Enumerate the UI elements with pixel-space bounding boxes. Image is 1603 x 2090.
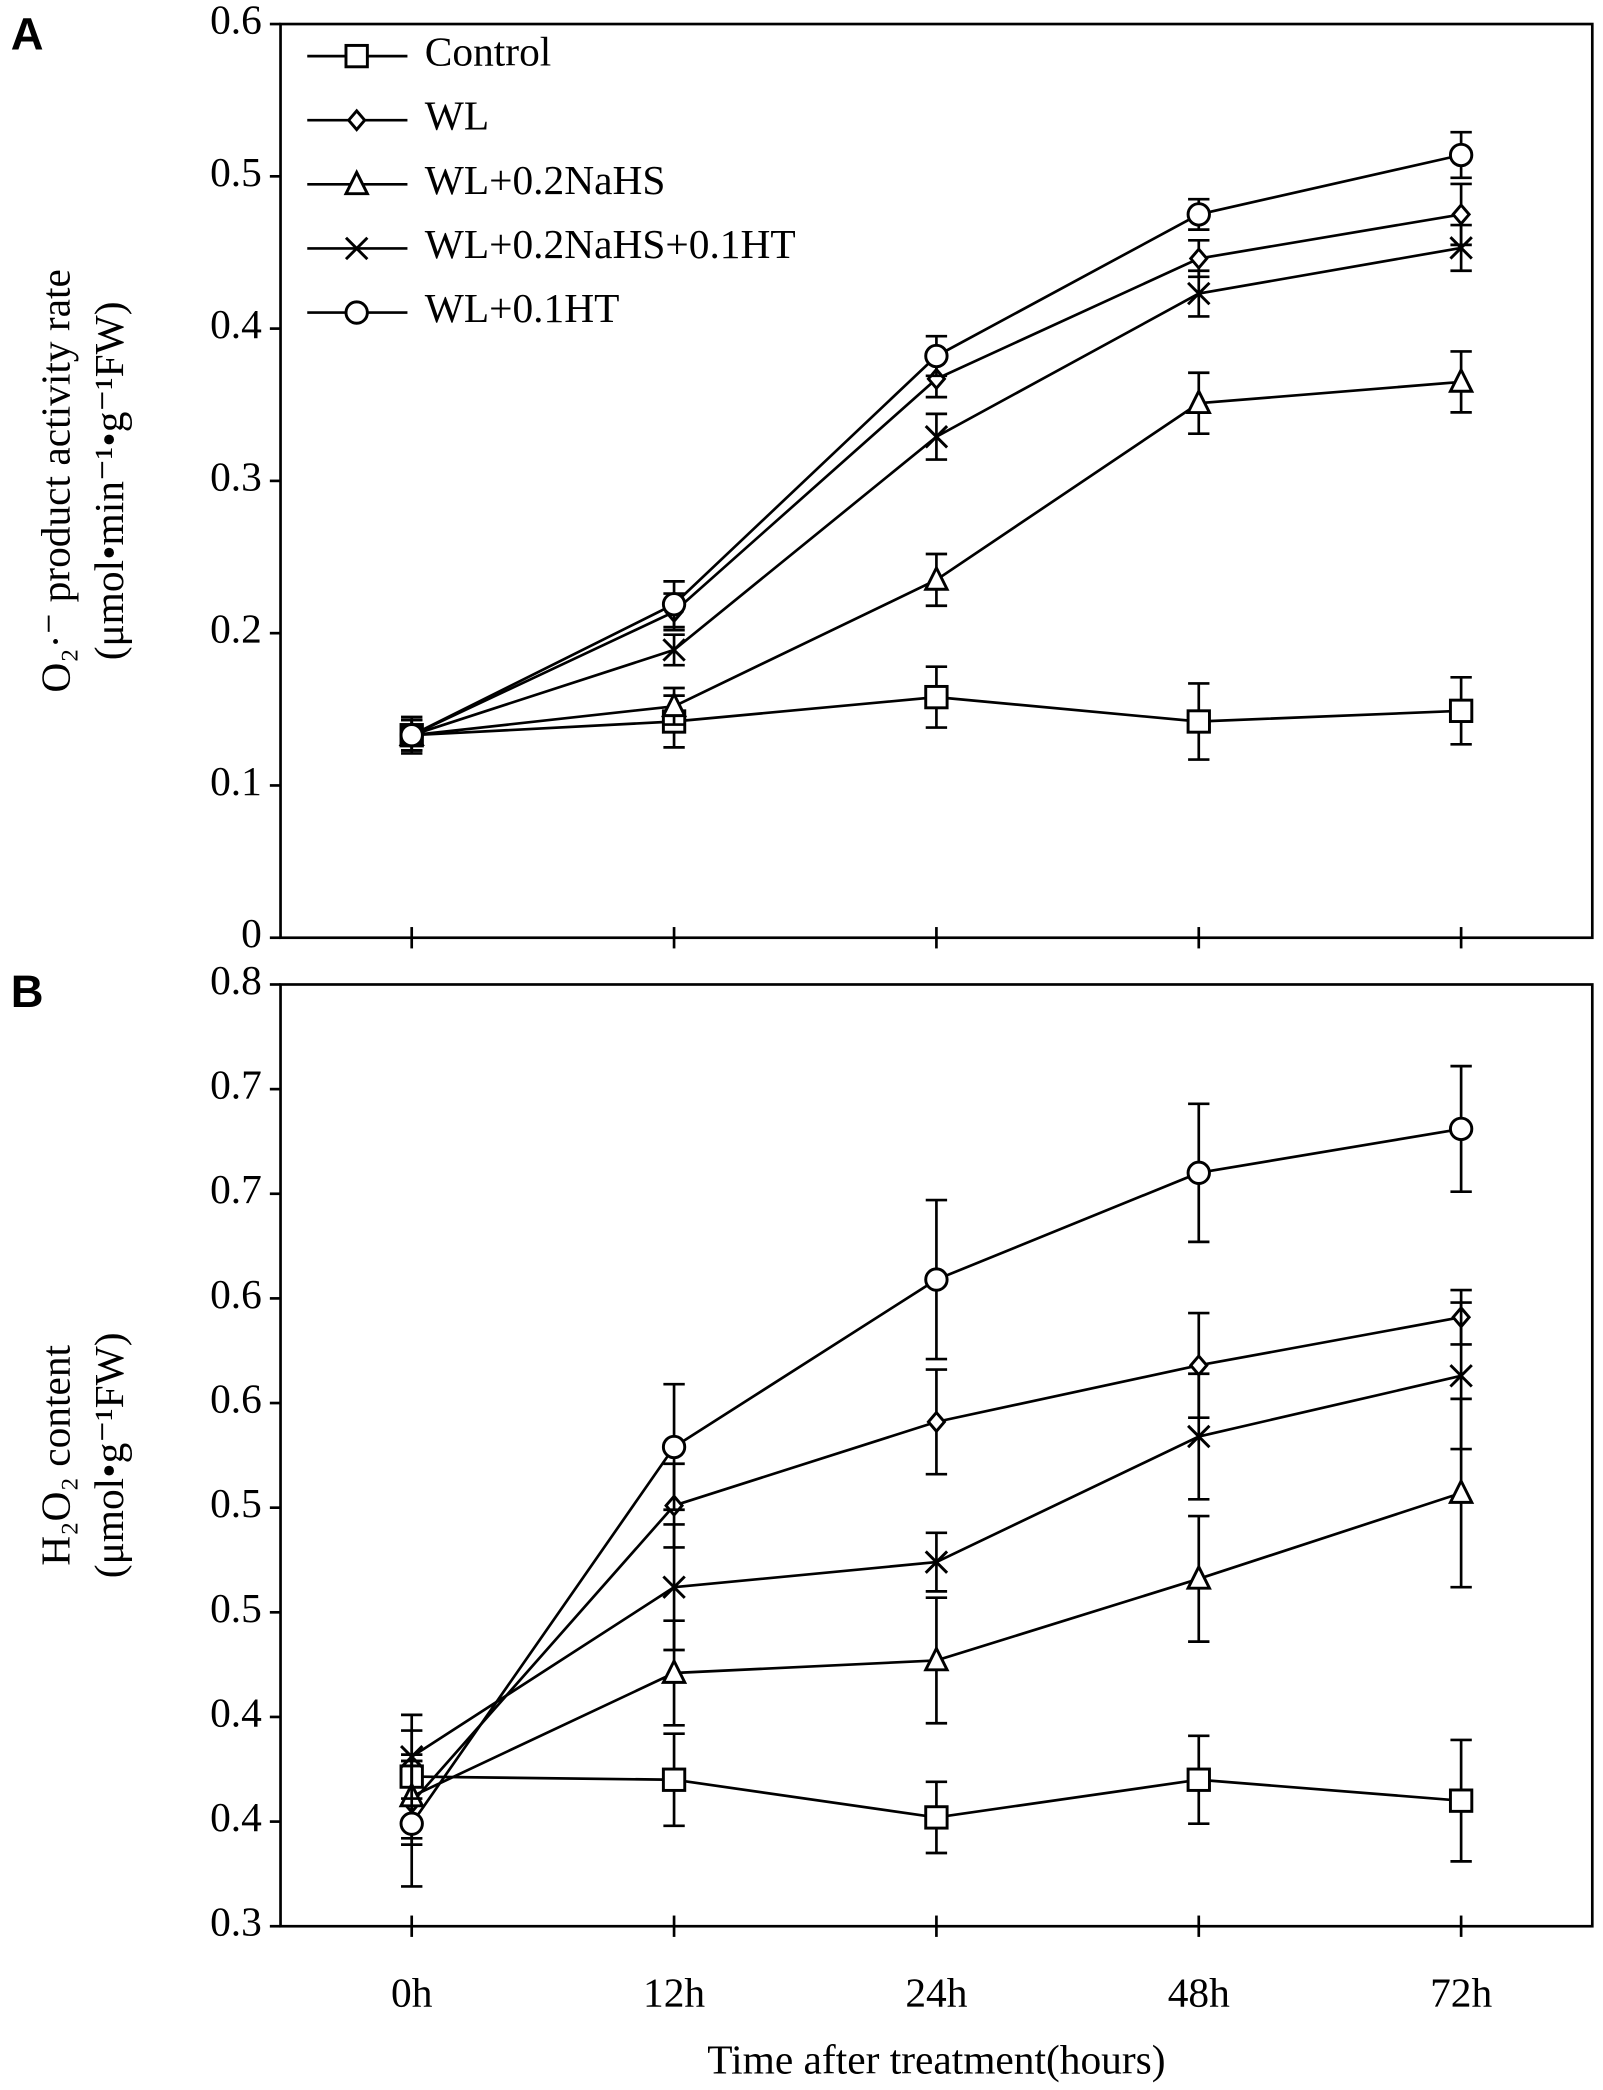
marker: [1186, 1767, 1211, 1792]
y-tick-label: 0.5: [210, 149, 262, 195]
y-tick-label: 0.2: [210, 606, 262, 652]
marker: [399, 723, 424, 748]
y-tick-label: 0: [241, 910, 262, 956]
marker: [1449, 1364, 1473, 1388]
marker: [924, 343, 949, 369]
marker: [923, 1645, 950, 1672]
marker: [343, 169, 370, 196]
marker: [1185, 1563, 1212, 1590]
marker: [924, 1267, 949, 1292]
marker: [344, 43, 369, 69]
marker: [661, 1434, 687, 1460]
y-tick-label: 0.6: [210, 0, 262, 43]
marker: [1187, 281, 1211, 306]
y-axis-label: (μmol•g⁻¹FW): [86, 1333, 133, 1579]
marker: [1448, 698, 1474, 723]
marker: [924, 1805, 949, 1830]
y-tick-label: 0.6: [210, 1376, 262, 1422]
marker: [1448, 1477, 1475, 1504]
marker: [346, 108, 367, 132]
marker: [924, 1550, 949, 1574]
marker: [924, 684, 949, 710]
y-tick-label: 0.5: [210, 1585, 262, 1631]
legend-label: WL+0.1HT: [425, 285, 620, 331]
legend-label: WL+0.2NaHS: [425, 157, 666, 203]
x-tick-label: 0h: [391, 1970, 433, 2016]
y-axis-label: (μmol•min⁻¹•g⁻¹FW): [86, 301, 133, 660]
y-axis-label: O₂·⁻ product activity rate: [33, 269, 79, 693]
y-tick-label: 0.7: [210, 1166, 262, 1212]
y-tick-label: 0.8: [210, 957, 262, 1003]
y-tick-label: 0.1: [210, 758, 262, 804]
legend-label: WL+0.2NaHS+0.1HT: [425, 221, 796, 267]
marker: [1188, 246, 1209, 271]
marker: [923, 564, 950, 591]
x-tick-label: 48h: [1168, 1970, 1230, 2016]
marker: [1451, 202, 1472, 227]
marker: [1186, 709, 1211, 734]
y-tick-label: 0.4: [210, 301, 262, 347]
x-tick-label: 12h: [643, 1970, 705, 2016]
marker: [1186, 1160, 1211, 1185]
y-tick-label: 0.5: [210, 1480, 262, 1526]
y-tick-label: 0.4: [210, 1689, 262, 1735]
y-tick-label: 0.3: [210, 1899, 262, 1945]
marker: [1188, 1353, 1209, 1377]
marker: [1187, 1424, 1211, 1449]
legend-label: Control: [425, 29, 551, 75]
marker: [926, 1410, 947, 1434]
legend-label: WL: [425, 93, 489, 139]
marker: [1448, 1788, 1474, 1813]
y-tick-label: 0.7: [210, 1062, 262, 1108]
marker: [661, 690, 688, 718]
marker: [1185, 387, 1212, 415]
y-tick-label: 0.3: [210, 453, 262, 499]
marker: [344, 300, 369, 325]
marker: [344, 236, 369, 261]
x-tick-label: 72h: [1430, 1970, 1492, 2016]
x-axis-label: Time after treatment(hours): [707, 2036, 1165, 2083]
marker: [661, 592, 687, 617]
panel-letter: B: [11, 966, 44, 1017]
marker: [924, 425, 949, 449]
marker: [661, 1767, 687, 1792]
marker: [662, 638, 686, 662]
marker: [1448, 366, 1475, 393]
marker: [1448, 142, 1474, 168]
marker: [661, 1657, 688, 1684]
marker: [1186, 202, 1211, 227]
y-tick-label: 0.6: [210, 1271, 262, 1317]
marker: [399, 1744, 424, 1769]
marker: [399, 1811, 424, 1836]
x-tick-label: 24h: [905, 1970, 967, 2016]
marker: [662, 1575, 686, 1599]
marker: [1449, 236, 1473, 260]
marker: [1448, 1116, 1474, 1142]
y-axis-label: H₂O₂ content: [33, 1344, 79, 1565]
y-tick-label: 0.4: [210, 1794, 262, 1840]
panel-letter: A: [11, 8, 44, 59]
